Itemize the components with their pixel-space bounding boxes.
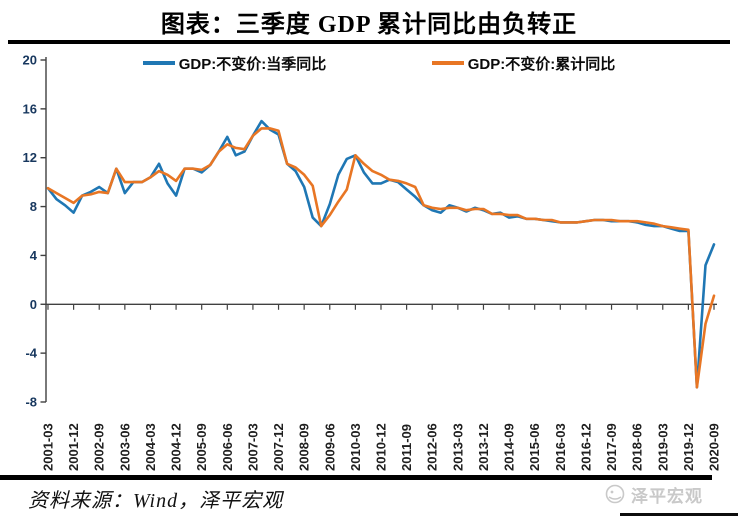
- svg-text:2016-03: 2016-03: [553, 423, 568, 471]
- svg-text:2003-06: 2003-06: [117, 423, 132, 471]
- svg-text:2013-03: 2013-03: [450, 423, 465, 471]
- page-title: 图表：三季度 GDP 累计同比由负转正: [160, 12, 578, 38]
- legend-label-quarterly-yoy: GDP:不变价:当季同比: [178, 55, 327, 73]
- svg-text:2018-06: 2018-06: [630, 423, 645, 471]
- svg-text:20: 20: [23, 53, 37, 68]
- svg-text:-8: -8: [25, 394, 37, 409]
- chart-legend: GDP:不变价:当季同比 GDP:不变价:累计同比: [90, 53, 668, 73]
- svg-text:2002-09: 2002-09: [92, 423, 107, 471]
- svg-text:2010-03: 2010-03: [348, 423, 363, 471]
- svg-text:2007-12: 2007-12: [271, 423, 286, 471]
- svg-text:2020-09: 2020-09: [707, 423, 722, 471]
- svg-text:2019-12: 2019-12: [681, 423, 696, 471]
- svg-text:2012-06: 2012-06: [425, 423, 440, 471]
- watermark-label: 泽平宏观: [631, 486, 703, 506]
- svg-text:0: 0: [30, 297, 37, 312]
- svg-text:2001-12: 2001-12: [66, 423, 81, 471]
- svg-text:2015-06: 2015-06: [527, 423, 542, 471]
- svg-text:2010-12: 2010-12: [374, 423, 389, 471]
- svg-text:2001-03: 2001-03: [41, 423, 56, 471]
- svg-text:2006-06: 2006-06: [220, 423, 235, 471]
- svg-text:4: 4: [30, 248, 38, 263]
- svg-text:2004-12: 2004-12: [169, 423, 184, 471]
- chart-bottom-rule: [0, 475, 712, 480]
- svg-text:2005-09: 2005-09: [194, 423, 209, 471]
- svg-text:12: 12: [23, 150, 37, 165]
- svg-text:2017-09: 2017-09: [604, 423, 619, 471]
- svg-text:8: 8: [30, 199, 37, 214]
- title-divider-rule: [8, 40, 730, 44]
- source-note: 资料来源：Wind，泽平宏观: [28, 490, 284, 512]
- legend-line-orange-icon: [431, 61, 464, 65]
- svg-text:2011-09: 2011-09: [399, 424, 414, 471]
- svg-text:2014-09: 2014-09: [502, 423, 517, 471]
- legend-line-blue-icon: [142, 61, 175, 65]
- svg-text:2019-03: 2019-03: [655, 423, 670, 471]
- svg-text:2008-09: 2008-09: [297, 423, 312, 471]
- svg-text:2004-03: 2004-03: [143, 423, 158, 471]
- watermark: 泽平宏观: [604, 481, 728, 507]
- svg-text:2007-03: 2007-03: [245, 423, 260, 471]
- svg-text:2009-06: 2009-06: [322, 423, 337, 471]
- legend-label-cumulative-yoy: GDP:不变价:累计同比: [467, 55, 616, 73]
- svg-text:2013-12: 2013-12: [476, 423, 491, 471]
- svg-text:-4: -4: [25, 346, 37, 361]
- svg-text:16: 16: [23, 101, 37, 116]
- legend-item-quarterly-yoy: GDP:不变价:当季同比: [142, 53, 327, 74]
- zeping-macro-logo-icon: [605, 484, 625, 504]
- watermark-rule: [620, 513, 738, 516]
- legend-item-cumulative-yoy: GDP:不变价:累计同比: [431, 53, 616, 74]
- svg-text:2016-12: 2016-12: [578, 423, 593, 471]
